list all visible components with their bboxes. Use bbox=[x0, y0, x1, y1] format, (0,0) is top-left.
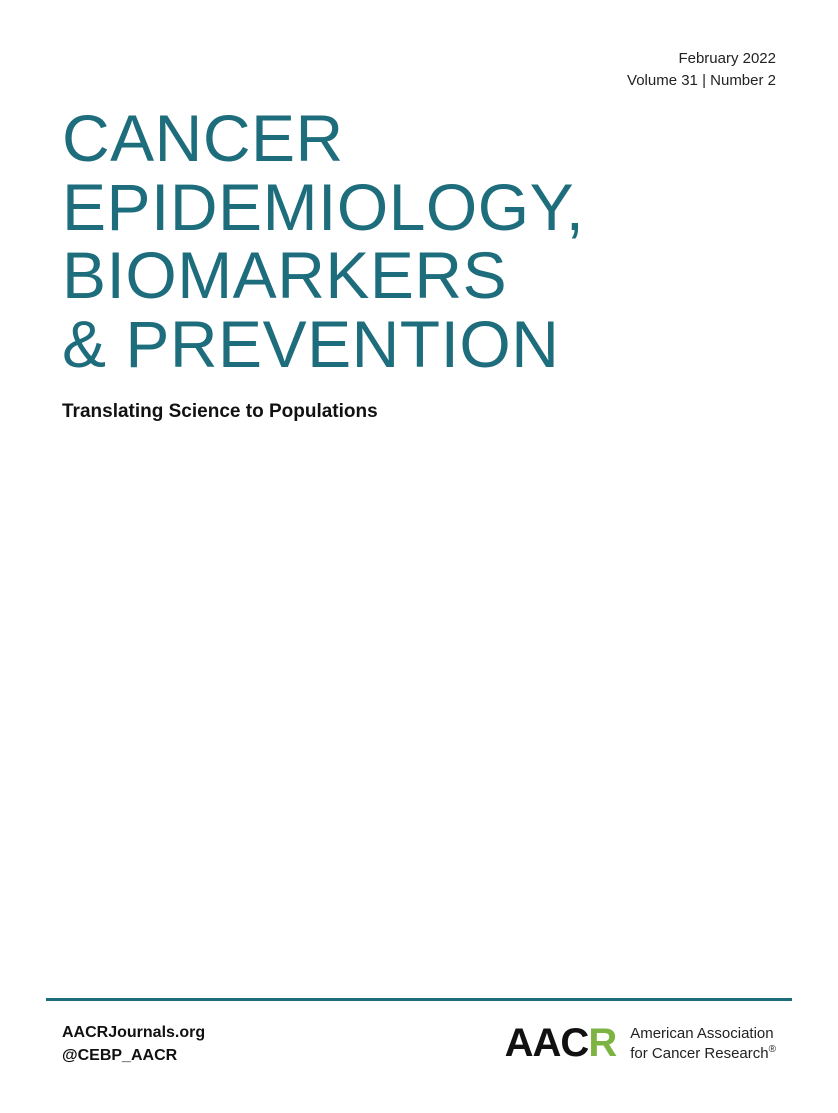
journal-title: CANCER EPIDEMIOLOGY, BIOMARKERS & PREVEN… bbox=[62, 104, 584, 379]
footer-handle: @CEBP_AACR bbox=[62, 1044, 205, 1067]
footer: AACRJournals.org @CEBP_AACR AACR America… bbox=[62, 1021, 776, 1067]
journal-cover: February 2022 Volume 31 | Number 2 CANCE… bbox=[0, 0, 838, 1113]
publisher-block: AACR American Association for Cancer Res… bbox=[505, 1021, 776, 1066]
title-block: CANCER EPIDEMIOLOGY, BIOMARKERS & PREVEN… bbox=[62, 104, 584, 423]
title-line-1: CANCER bbox=[62, 104, 584, 173]
issue-date: February 2022 bbox=[627, 48, 776, 70]
journal-subtitle: Translating Science to Populations bbox=[62, 401, 584, 423]
title-line-2: EPIDEMIOLOGY, bbox=[62, 173, 584, 242]
footer-links: AACRJournals.org @CEBP_AACR bbox=[62, 1021, 205, 1067]
issue-metadata: February 2022 Volume 31 | Number 2 bbox=[627, 48, 776, 92]
title-line-3: BIOMARKERS bbox=[62, 241, 584, 310]
tagline-line-1: American Association bbox=[630, 1024, 776, 1044]
title-line-4: & PREVENTION bbox=[62, 310, 584, 379]
footer-url: AACRJournals.org bbox=[62, 1021, 205, 1044]
logo-prefix: AAC bbox=[505, 1021, 589, 1066]
aacr-logo: AACR bbox=[505, 1021, 617, 1066]
issue-volume-number: Volume 31 | Number 2 bbox=[627, 70, 776, 92]
logo-accent: R bbox=[588, 1021, 616, 1066]
tagline-line-2: for Cancer Research® bbox=[630, 1043, 776, 1064]
publisher-tagline: American Association for Cancer Research… bbox=[630, 1024, 776, 1064]
footer-divider bbox=[46, 998, 792, 1001]
